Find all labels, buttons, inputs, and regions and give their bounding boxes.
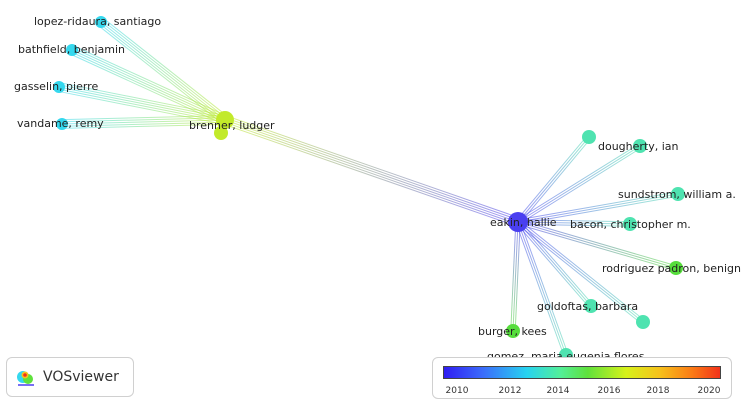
edge-eakin-goldoftas [515,223,590,308]
node-goldoftas_u[interactable] [636,315,650,329]
edge-eakin-bacon [517,221,631,225]
node-label-lopez: lopez-ridaura, santiago [34,15,161,28]
edge-lopez-brenner [97,25,223,124]
edge-eakin-dougherty [518,147,642,225]
vosviewer-logo[interactable]: VOSviewer [6,357,134,397]
edge-brenner-eakin [225,117,519,221]
edge-eakin-bacon [518,219,631,223]
edge-bathfield-brenner [73,45,228,117]
edge-brenner-eakin [223,123,517,227]
node-label-sundstrom: sundstrom, william a. [618,188,736,201]
node-lopez[interactable] [95,16,107,28]
edge-eakin-sundstrom [517,191,678,221]
edge-eakin-burger [514,222,521,332]
node-brenner-overlap[interactable] [214,126,228,140]
node-bacon[interactable] [623,217,637,231]
edge-eakin-goldoftas [517,221,592,307]
edge-brenner-eakin [224,119,519,223]
node-dougherty[interactable] [633,139,647,153]
edge-eakin-goldoftas_u [516,223,642,325]
node-eakin[interactable] [508,212,528,232]
edge-gasselin-brenner [59,84,226,119]
edge-eakin-dougherty [516,143,640,221]
edge-eakin-gomez [515,222,565,356]
node-label-dougherty: dougherty, ian [598,140,679,153]
node-label-bathfield: bathfield, benjamin [18,43,125,56]
node-label-goldoftas: goldoftas, barbara [537,300,638,313]
edge-eakin-sundstrom [518,195,679,225]
edge-eakin-burger [510,221,517,331]
edge-lopez-brenner [100,21,226,121]
node-sundstrom[interactable] [671,187,685,201]
edge-lopez-brenner [102,19,227,119]
node-label-eakin: eakin, hallie [490,216,557,229]
node-label-gasselin: gasselin, pierre [14,80,98,93]
edge-vandame-brenner [62,121,226,127]
edge-vandame-brenner [61,115,225,121]
node-goldoftas[interactable] [584,299,598,313]
node-gasselin[interactable] [53,81,65,93]
vosviewer-logo-icon [17,371,34,386]
labels-layer: lopez-ridaura, santiago bathfield, benjam… [14,15,741,363]
edge-eakin-goldoftas_u [519,219,645,321]
edge-vandame-brenner [61,117,225,123]
node-rodriguez[interactable] [669,261,683,275]
nodes-layer [53,16,685,362]
edge-brenner-eakin [224,121,518,225]
node-vandame[interactable] [56,118,68,130]
edge-eakin-gomez [519,221,569,355]
color-legend: 2010 2012 2014 2016 2018 2020 [432,357,732,399]
edge-brenner-eakin [226,115,520,219]
node-label-rodriguez: rodriguez padron, benign [602,262,741,275]
edge-vandame-brenner [61,119,226,125]
edge-gasselin-brenner [59,82,226,117]
node-burger[interactable] [506,324,520,338]
legend-color-bar [443,366,721,379]
node-dougherty_u[interactable] [582,130,596,144]
edges-layer [58,18,679,356]
edge-eakin-goldoftas [519,220,594,305]
node-label-vandame: vandame, remy [17,117,104,130]
node-bathfield[interactable] [66,44,78,56]
edge-eakin-rodriguez [517,223,676,271]
edge-gasselin-brenner [58,86,226,121]
edge-eakin-gomez [517,221,567,356]
legend-tick: 2016 [597,386,621,396]
legend-tick: 2010 [445,386,469,396]
edge-eakin-rodriguez [517,221,677,269]
edge-vandame-brenner [62,123,226,129]
edge-eakin-dougherty_u [515,135,588,221]
legend-tick: 2012 [498,386,522,396]
edge-eakin-burger [512,221,519,332]
edge-lopez-brenner [103,18,229,117]
node-label-burger: burger, kees [478,325,547,338]
node-brenner[interactable] [216,111,234,129]
edge-eakin-bacon [517,223,630,227]
node-label-bacon: bacon, christopher m. [570,218,691,231]
vosviewer-logo-text: VOSviewer [43,369,119,385]
edge-bathfield-brenner [71,49,226,121]
edge-eakin-dougherty_u [517,136,590,223]
legend-tick: 2018 [646,386,670,396]
node-label-brenner: brenner, ludger [189,119,275,132]
edge-eakin-dougherty [517,145,641,223]
edge-eakin-goldoftas_u [517,221,644,323]
legend-tick: 2014 [546,386,570,396]
edge-eakin-dougherty_u [519,138,592,224]
legend-tick: 2020 [697,386,721,396]
edge-eakin-rodriguez [518,219,677,267]
edge-eakin-sundstrom [517,193,679,223]
edge-bathfield-brenner [72,47,227,119]
